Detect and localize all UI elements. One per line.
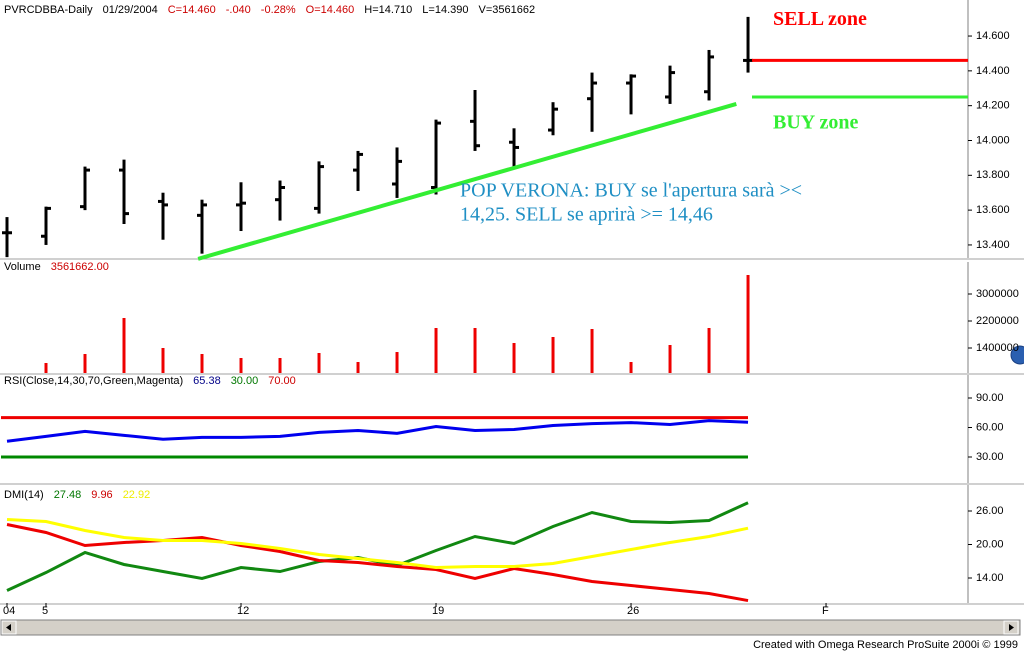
trendline xyxy=(197,102,737,261)
y-tick-label: 14.400 xyxy=(976,65,1010,77)
panel-label: -.040 xyxy=(226,4,251,16)
annotation: 14,25. SELL se aprirà >= 14,46 xyxy=(460,204,713,226)
y-tick-label: 14.600 xyxy=(976,30,1010,42)
panel-label: C=14.460 xyxy=(168,4,216,16)
panel-label: 22.92 xyxy=(123,489,151,501)
panel-label: -0.28% xyxy=(261,4,296,16)
y-tick-label: 14.00 xyxy=(976,572,1004,584)
y-tick-label: 3000000 xyxy=(976,288,1019,300)
panel-label: Volume xyxy=(4,261,41,273)
panel-label: PVRCDBBA-Daily xyxy=(4,4,93,16)
panel-label: RSI(Close,14,30,70,Green,Magenta) xyxy=(4,375,183,387)
y-tick-label: 13.400 xyxy=(976,239,1010,251)
y-tick-label: 20.00 xyxy=(976,538,1004,550)
series-line xyxy=(6,517,749,570)
y-tick-label: 90.00 xyxy=(976,392,1004,404)
panel-label: 65.38 xyxy=(193,375,221,387)
panel-label: V=3561662 xyxy=(478,4,535,16)
scroll-right-arrow xyxy=(1009,624,1014,631)
scroll-left-arrow xyxy=(6,624,11,631)
y-tick-label: 13.800 xyxy=(976,169,1010,181)
series-line xyxy=(6,523,749,603)
panel-label: O=14.460 xyxy=(306,4,355,16)
x-tick-label: 26 xyxy=(627,605,639,617)
y-tick-label: 14.000 xyxy=(976,134,1010,146)
panel-label: 3561662.00 xyxy=(51,261,109,273)
y-tick-label: 14.200 xyxy=(976,100,1010,112)
panel-label: L=14.390 xyxy=(422,4,468,16)
x-tick-label: 12 xyxy=(237,605,249,617)
footer: Created with Omega Research ProSuite 200… xyxy=(753,639,1018,651)
series-line xyxy=(6,419,749,443)
panel-label: 9.96 xyxy=(91,489,112,501)
x-tick-label: 5 xyxy=(42,605,48,617)
y-tick-label: 13.600 xyxy=(976,204,1010,216)
panel-label: H=14.710 xyxy=(364,4,412,16)
globe-icon xyxy=(1010,345,1024,365)
panel-label: 30.00 xyxy=(231,375,259,387)
x-tick-label: F xyxy=(822,605,829,617)
x-tick-label: 04 xyxy=(3,605,15,617)
panel-label: DMI(14) xyxy=(4,489,44,501)
zone-label: SELL zone xyxy=(773,8,867,30)
y-tick-label: 30.00 xyxy=(976,451,1004,463)
zone-label: BUY zone xyxy=(773,112,858,134)
panel-label: 27.48 xyxy=(54,489,82,501)
y-tick-label: 2200000 xyxy=(976,315,1019,327)
panel-label: 70.00 xyxy=(268,375,296,387)
panel-label: 01/29/2004 xyxy=(103,4,158,16)
y-tick-label: 1400000 xyxy=(976,342,1019,354)
y-tick-label: 60.00 xyxy=(976,421,1004,433)
x-tick-label: 19 xyxy=(432,605,444,617)
y-tick-label: 26.00 xyxy=(976,505,1004,517)
scrollbar[interactable] xyxy=(0,619,1021,636)
annotation: POP VERONA: BUY se l'apertura sarà >< xyxy=(460,180,802,202)
